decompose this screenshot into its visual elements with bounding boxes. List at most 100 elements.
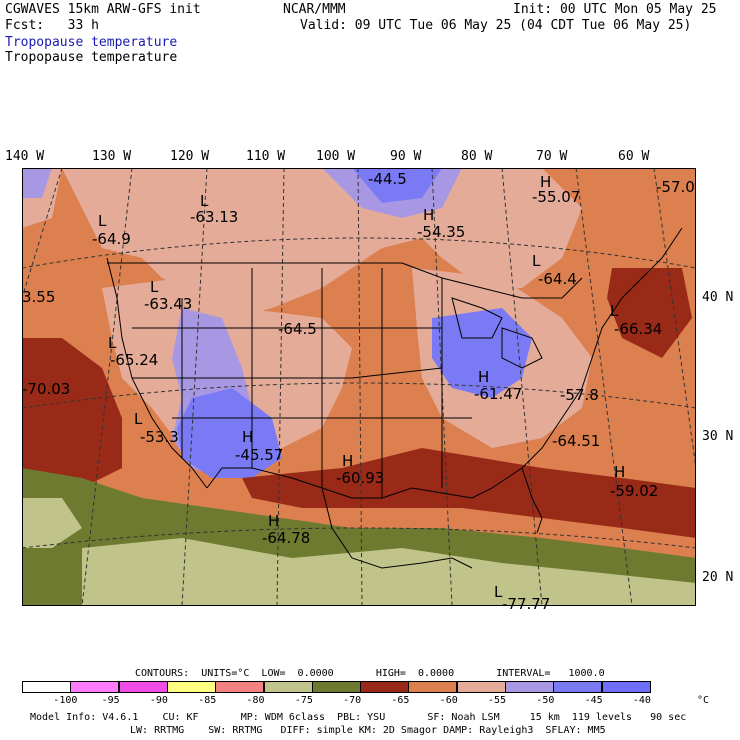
lon-label: 70 W — [536, 149, 568, 164]
hl-mark: H — [242, 428, 254, 446]
institution-label: NCAR/MMM — [283, 2, 346, 17]
hl-mark: H — [423, 206, 435, 224]
field-region-darkred — [22, 338, 122, 488]
hl-mark: H — [268, 512, 280, 530]
field-region-blue — [352, 168, 442, 203]
hl-mark: H — [540, 173, 552, 191]
lon-label: 130 W — [92, 149, 132, 164]
contours-info: CONTOURS: UNITS=°C LOW= 0.0000 HIGH= 0.0… — [135, 668, 605, 679]
colorbar-tick: -85 — [198, 695, 217, 706]
hl-mark: H — [614, 463, 626, 481]
colorbar-tick: -75 — [294, 695, 313, 706]
hl-value: -61.47 — [474, 385, 523, 403]
colorbar-swatch — [215, 681, 265, 693]
model-info-line1: Model Info: V4.6.1 CU: KF MP: WDM 6class… — [30, 712, 687, 723]
lon-label: 110 W — [246, 149, 286, 164]
hl-mark: L — [610, 302, 619, 320]
colorbar-tick: -60 — [439, 695, 458, 706]
coastlines — [106, 227, 683, 569]
field-region-khaki — [22, 498, 82, 548]
lon-label: 60 W — [618, 149, 650, 164]
lon-label: 140 W — [5, 149, 45, 164]
hl-mark: L — [494, 583, 503, 601]
hl-mark: L — [150, 278, 159, 296]
field-subtitle: Tropopause temperature — [5, 50, 178, 65]
colorbar-swatch — [456, 681, 506, 693]
hl-value: -63.43 — [144, 295, 193, 313]
tropopause-temperature-map — [22, 168, 696, 606]
lon-label: 120 W — [170, 149, 210, 164]
colorbar-swatch — [70, 681, 120, 693]
hl-mark: L — [200, 192, 209, 210]
field-region-darkred — [607, 268, 692, 358]
field-title: Tropopause temperature — [5, 35, 178, 50]
colorbar-tick: -70 — [343, 695, 362, 706]
colorbar-swatch — [263, 681, 313, 693]
colorbar-tick: -55 — [488, 695, 507, 706]
graticule — [22, 168, 696, 606]
model-info-line2: LW: RRTMG SW: RRTMG DIFF: simple KM: 2D … — [130, 725, 606, 736]
lon-label: 80 W — [461, 149, 493, 164]
colorbar-swatch — [360, 681, 410, 693]
field-region-darkred — [242, 448, 696, 538]
colorbar-tick: -95 — [101, 695, 120, 706]
hl-value: -64.9 — [92, 230, 131, 248]
hl-mark: L — [108, 334, 117, 352]
colorbar-tick: -80 — [246, 695, 265, 706]
colorbar-swatch — [166, 681, 216, 693]
hl-value: -53.3 — [140, 428, 179, 446]
field-region-blue — [177, 388, 282, 478]
hl-value: 3.55 — [22, 288, 56, 306]
hl-value: -64.51 — [552, 432, 601, 450]
lon-label: 100 W — [316, 149, 356, 164]
hl-mark: L — [134, 410, 143, 428]
hl-value: -66.34 — [614, 320, 663, 338]
hl-value: -64.5 — [278, 320, 317, 338]
hl-value: -63.13 — [190, 208, 239, 226]
hl-value: -65.24 — [110, 351, 159, 369]
hl-mark: H — [478, 368, 490, 386]
field-region-purple — [22, 168, 52, 198]
hl-value: -60.93 — [336, 469, 385, 487]
hl-value: -44.5 — [368, 170, 407, 188]
colorbar-tick: -90 — [149, 695, 168, 706]
colorbar-tick: -100 — [53, 695, 78, 706]
lon-label: 90 W — [390, 149, 422, 164]
hl-value: -55.07 — [532, 188, 581, 206]
hl-mark: L — [98, 212, 107, 230]
hl-value: -57.0 — [656, 178, 695, 196]
colorbar-unit: °C — [697, 695, 710, 706]
hl-mark: L — [532, 252, 541, 270]
hl-value: -64.78 — [262, 529, 311, 547]
colorbar-swatch — [553, 681, 603, 693]
colorbar-tick: -45 — [584, 695, 603, 706]
colorbar-swatch — [311, 681, 361, 693]
lat-label: 40 N — [702, 290, 734, 305]
colorbar-swatch — [408, 681, 458, 693]
valid-time: Valid: 09 UTC Tue 06 May 25 (04 CDT Tue … — [300, 18, 692, 33]
hl-value: -59.02 — [610, 482, 659, 500]
colorbar-tick: -40 — [632, 695, 651, 706]
field-region-blue — [432, 308, 532, 398]
hl-mark: H — [342, 452, 354, 470]
map-frame — [22, 168, 696, 606]
lat-label: 30 N — [702, 429, 734, 444]
colorbar-tick: -50 — [536, 695, 555, 706]
field-region-pink — [62, 168, 582, 318]
hl-value: -57.8 — [560, 386, 599, 404]
colorbar-tick: -65 — [391, 695, 410, 706]
colorbar-swatch — [118, 681, 168, 693]
colorbar-swatch — [601, 681, 651, 693]
hl-value: -45.57 — [235, 446, 284, 464]
hl-value: -77.77 — [502, 595, 551, 613]
field-region-khaki — [82, 538, 696, 606]
lat-label: 20 N — [702, 570, 734, 585]
forecast-hour: Fcst: 33 h — [5, 18, 99, 33]
hl-value: -70.03 — [22, 380, 71, 398]
hl-value: -64.4 — [538, 270, 577, 288]
hl-value: -54.35 — [417, 223, 466, 241]
colorbar-swatch — [22, 681, 71, 693]
model-title: CGWAVES 15km ARW-GFS init — [5, 2, 201, 17]
colorbar-swatch — [505, 681, 554, 693]
init-time: Init: 00 UTC Mon 05 May 25 — [513, 2, 717, 17]
